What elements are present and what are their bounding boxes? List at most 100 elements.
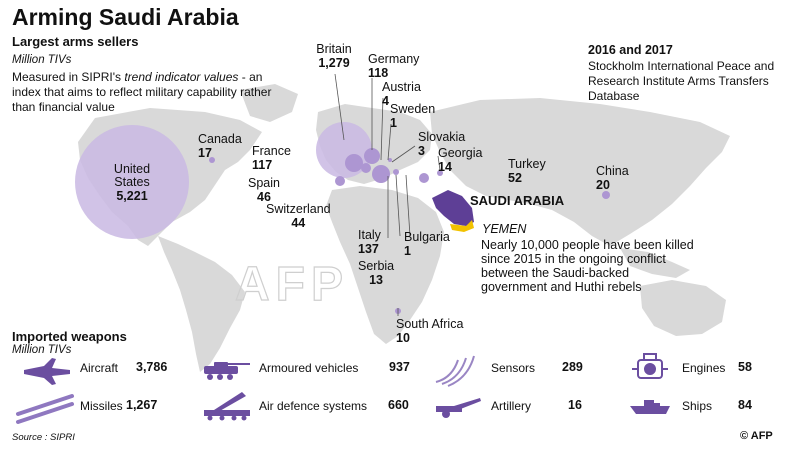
seller-value: 20 [596,178,610,192]
import-value-missiles: 1,267 [126,398,158,412]
page-title: Arming Saudi Arabia [12,4,239,30]
description-post: - an index that aims to reflect military… [12,70,272,114]
seller-label-canada: Canada 17 [198,132,242,160]
seller-label-turkey: Turkey 52 [508,157,546,185]
seller-value: 14 [438,160,452,174]
conflict-note: Nearly 10,000 people have been killed si… [481,238,694,294]
seller-label-france: France 117 [252,144,291,172]
seller-value: 137 [358,242,379,256]
seller-label-united-states: United States 5,221 [100,162,164,204]
seller-value: 46 [257,190,271,204]
seller-label-spain: Spain 46 [248,176,280,204]
seller-label-china: China 20 [596,164,629,192]
import-value-air-defence: 660 [388,398,409,412]
seller-country: Austria [382,80,421,94]
units-label: Million TIVs [12,54,72,66]
seller-value: 1 [390,116,397,130]
land-asia [430,98,730,246]
seller-country: Canada [198,132,242,146]
import-value-armoured-vehicles: 937 [389,360,410,374]
land-africa [326,186,444,344]
land-australia [640,280,726,336]
bubble-switzerland [361,163,371,173]
description-pre: Measured in SIPRI's [12,70,125,84]
seller-country: China [596,164,629,178]
bubble-united-states [75,125,189,239]
seller-country: Turkey [508,157,546,171]
seller-label-serbia: Serbia 13 [358,259,394,287]
seller-country: Sweden [390,102,436,116]
imports-title: Imported weapons [12,329,127,344]
import-label-artillery: Artillery [491,399,532,413]
saudi-arabia-label: SAUDI ARABIA [470,193,565,208]
import-label-aircraft: Aircraft [80,361,119,375]
seller-country: Serbia [358,259,395,273]
seller-country: Bulgaria [404,230,450,244]
land-se-asia [620,248,690,278]
seller-value: 118 [368,66,389,80]
seller-value: 3 [418,144,425,158]
seller-country: Germany [368,52,420,66]
import-value-ships: 84 [738,398,752,412]
land-greenland [240,84,298,122]
seller-label-south-africa: South Africa 10 [396,317,463,345]
imports-units: Million TIVs [12,344,72,356]
import-value-sensors: 289 [562,360,583,374]
seller-value: 44 [291,216,306,230]
description: Measured in SIPRI's trend indicator valu… [12,70,272,115]
seller-value: 13 [369,273,384,287]
import-label-air-defence: Air defence systems [259,399,368,413]
seller-label-austria: Austria 4 [382,80,421,108]
bubble-serbia [393,169,399,175]
description-em: trend indicator values [124,70,239,84]
seller-value: 52 [508,171,522,185]
seller-country: Switzerland [266,202,331,216]
seller-value: 1 [404,244,411,258]
import-label-engines: Engines [682,361,726,375]
bubble-spain [335,176,345,186]
import-label-sensors: Sensors [491,361,536,375]
seller-bubbles [75,122,610,314]
bubble-germany [364,148,380,164]
seller-label-sweden: Sweden 1 [390,102,435,130]
bubble-france [345,154,363,172]
seller-value: 10 [396,331,410,345]
seller-value: 17 [198,146,212,160]
import-value-engines: 58 [738,360,752,374]
source-credit: Source : SIPRI [12,432,75,443]
seller-label-britain: Britain 1,279 [306,42,362,70]
seller-country: Slovakia [418,130,466,144]
period-label: 2016 and 2017 [588,43,673,57]
seller-country: South Africa [396,317,464,331]
afp-watermark: AFP [235,258,349,311]
import-value-artillery: 16 [568,398,582,412]
seller-label-germany: Germany 118 [368,52,419,80]
seller-label-italy: Italy 137 [358,228,381,256]
bubble-turkey [419,173,429,183]
seller-country: Britain [316,42,352,56]
import-label-ships: Ships [682,399,713,413]
seller-country: France [252,144,291,158]
saudi-arabia-shape [432,190,474,226]
source-database: Stockholm International Peace and Resear… [588,59,775,103]
seller-country: United States [113,162,151,189]
land-south-america [158,236,245,372]
afp-logo: © AFP [740,430,773,442]
seller-label-slovakia: Slovakia 3 [418,130,465,158]
bubble-italy [372,165,390,183]
seller-country: Italy [358,228,381,242]
import-value-aircraft: 3,786 [136,360,168,374]
yemen-shape [450,220,474,232]
seller-value: 1,279 [318,56,350,70]
bubble-china [602,191,610,199]
seller-country: Spain [248,176,280,190]
seller-label-bulgaria: Bulgaria 1 [404,230,450,258]
yemen-label: YEMEN [482,222,527,236]
subtitle: Largest arms sellers [12,34,139,49]
bubble-canada [209,157,215,163]
leader-lines [334,73,441,316]
seller-label-switzerland: Switzerland 44 [266,202,331,230]
bubble-georgia [437,170,443,176]
